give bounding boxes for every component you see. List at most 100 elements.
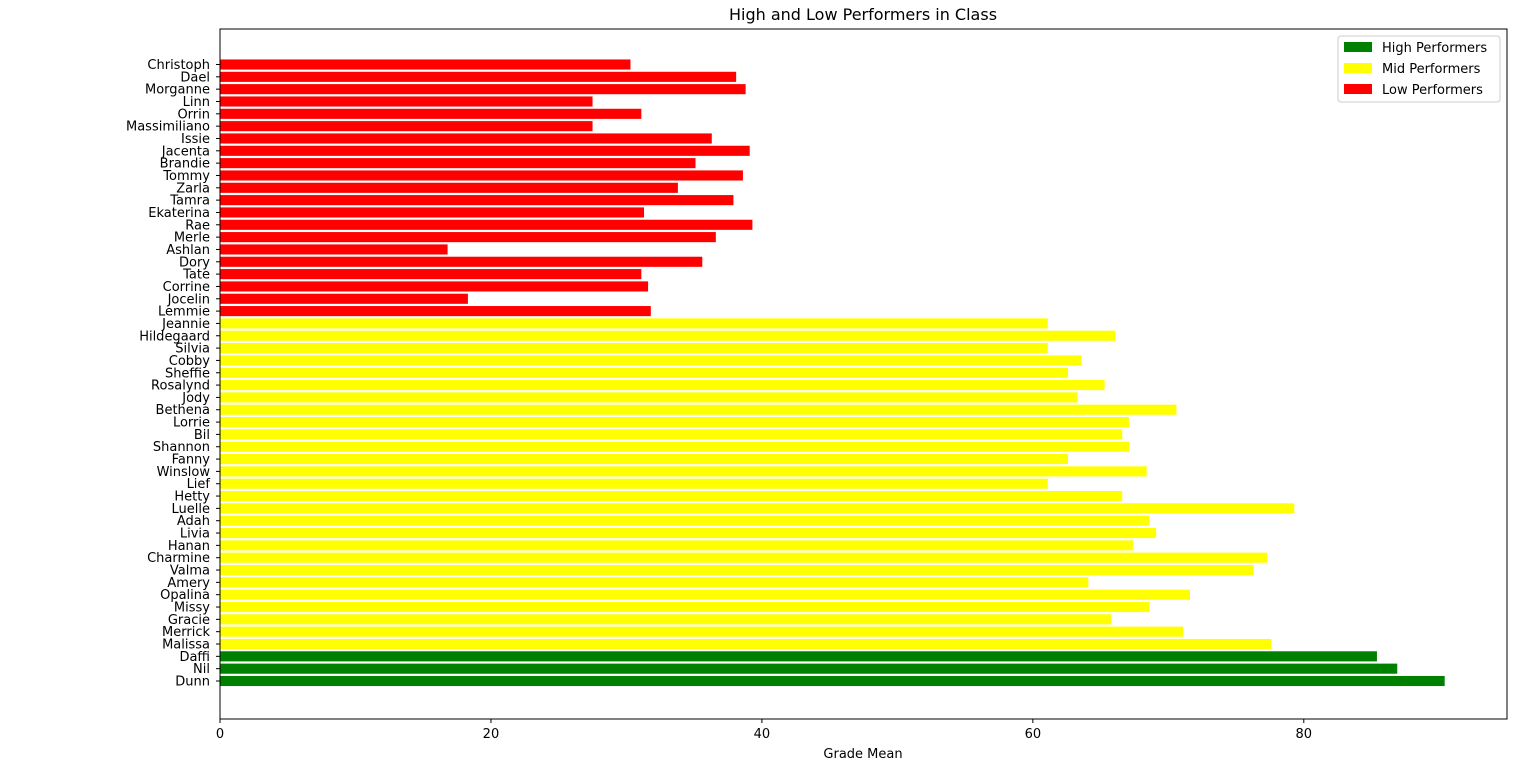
bar (220, 306, 651, 317)
bar (220, 527, 1157, 539)
y-tick-label: Orrin (177, 107, 210, 122)
bar (220, 281, 649, 292)
y-tick-label: Jeannie (161, 317, 210, 332)
bar (220, 552, 1268, 563)
y-tick-label: Jacenta (161, 144, 210, 159)
y-tick-label: Gracie (168, 613, 210, 628)
bars-layer (220, 59, 1445, 687)
bar (220, 59, 631, 70)
y-tick-label: Massimiliano (126, 120, 210, 135)
bar (220, 84, 746, 95)
bar (220, 478, 1048, 489)
y-tick-label: Hildegaard (139, 329, 210, 344)
x-tick-label: 20 (483, 727, 500, 742)
bar (220, 367, 1069, 378)
y-tick-label: Malissa (162, 638, 210, 653)
bar (220, 170, 743, 181)
bar (220, 293, 468, 304)
y-tick-label: Winslow (157, 465, 211, 480)
y-tick-label: Bil (194, 428, 210, 443)
bar (220, 96, 593, 107)
bar (220, 343, 1048, 354)
y-tick-label: Tamra (169, 194, 210, 209)
y-tick-label: Adah (177, 514, 210, 529)
y-tick-label: Merrick (162, 625, 210, 640)
bar (220, 589, 1190, 600)
y-tick-label: Issie (181, 132, 210, 147)
bar (220, 429, 1123, 440)
y-tick-label: Ashlan (166, 243, 210, 258)
bar (220, 244, 448, 255)
legend-frame (1337, 35, 1501, 103)
y-tick-label: Jody (181, 391, 210, 406)
bar (220, 564, 1254, 576)
bar (220, 318, 1048, 329)
legend-label: High Performers (1382, 41, 1487, 56)
y-tick-label: Rosalynd (151, 379, 210, 394)
bar (220, 232, 716, 243)
y-tick-label: Livia (180, 527, 210, 542)
bar (220, 490, 1123, 502)
y-tick-label: Nil (193, 662, 210, 677)
y-tick-label: Morganne (145, 83, 210, 98)
legend-label: Low Performers (1382, 83, 1483, 98)
bar (220, 158, 696, 169)
bar (220, 133, 712, 144)
bar (220, 392, 1078, 403)
bar (220, 195, 734, 206)
bar (220, 675, 1445, 687)
bar (220, 441, 1130, 452)
bar (220, 454, 1069, 465)
bar (220, 651, 1377, 662)
legend-label: Mid Performers (1382, 62, 1481, 77)
bar (220, 404, 1177, 415)
y-axis-ticks: DunnNilDaffiMalissaMerrickGracieMissyOpa… (126, 58, 220, 690)
y-tick-label: Shannon (153, 440, 210, 455)
bar (220, 503, 1295, 514)
bar (220, 540, 1134, 551)
x-tick-label: 40 (754, 727, 771, 742)
y-tick-label: Valma (170, 564, 210, 579)
plot-frame (219, 28, 1508, 720)
x-axis-label: Grade Mean (823, 747, 902, 762)
y-tick-label: Sheffie (165, 366, 210, 381)
y-tick-label: Christoph (147, 58, 210, 73)
bar (220, 108, 642, 119)
bar (220, 515, 1150, 526)
bar (220, 663, 1398, 674)
y-tick-label: Hetty (174, 490, 210, 505)
y-tick-label: Cobby (169, 354, 211, 369)
y-tick-label: Rae (185, 218, 210, 233)
y-tick-label: Brandie (160, 157, 210, 172)
y-tick-label: Dael (180, 70, 210, 85)
bar (220, 355, 1082, 366)
bar (220, 626, 1184, 637)
bar (220, 330, 1116, 341)
y-tick-label: Silvia (175, 342, 210, 357)
y-tick-label: Zarla (176, 181, 210, 196)
y-tick-label: Lief (187, 477, 211, 492)
bar (220, 601, 1150, 613)
bar (220, 182, 678, 193)
bar (220, 269, 642, 280)
legend-swatch (1344, 84, 1372, 94)
y-tick-label: Linn (183, 95, 210, 110)
bar (220, 614, 1112, 625)
bar (220, 638, 1272, 650)
bar (220, 256, 703, 267)
bar (220, 219, 753, 230)
y-tick-label: Dory (179, 255, 210, 270)
y-tick-label: Tommy (162, 169, 210, 184)
bar (220, 145, 750, 156)
bar (220, 71, 737, 82)
y-tick-label: Dunn (175, 675, 210, 690)
bar (220, 466, 1147, 477)
y-tick-label: Charmine (147, 551, 210, 566)
chart-title: High and Low Performers in Class (729, 5, 997, 24)
y-tick-label: Merle (174, 231, 210, 246)
y-tick-label: Amery (167, 576, 210, 591)
legend: High Performers Mid Performers Low Perform… (1337, 35, 1501, 103)
y-tick-label: Corrine (163, 280, 210, 295)
